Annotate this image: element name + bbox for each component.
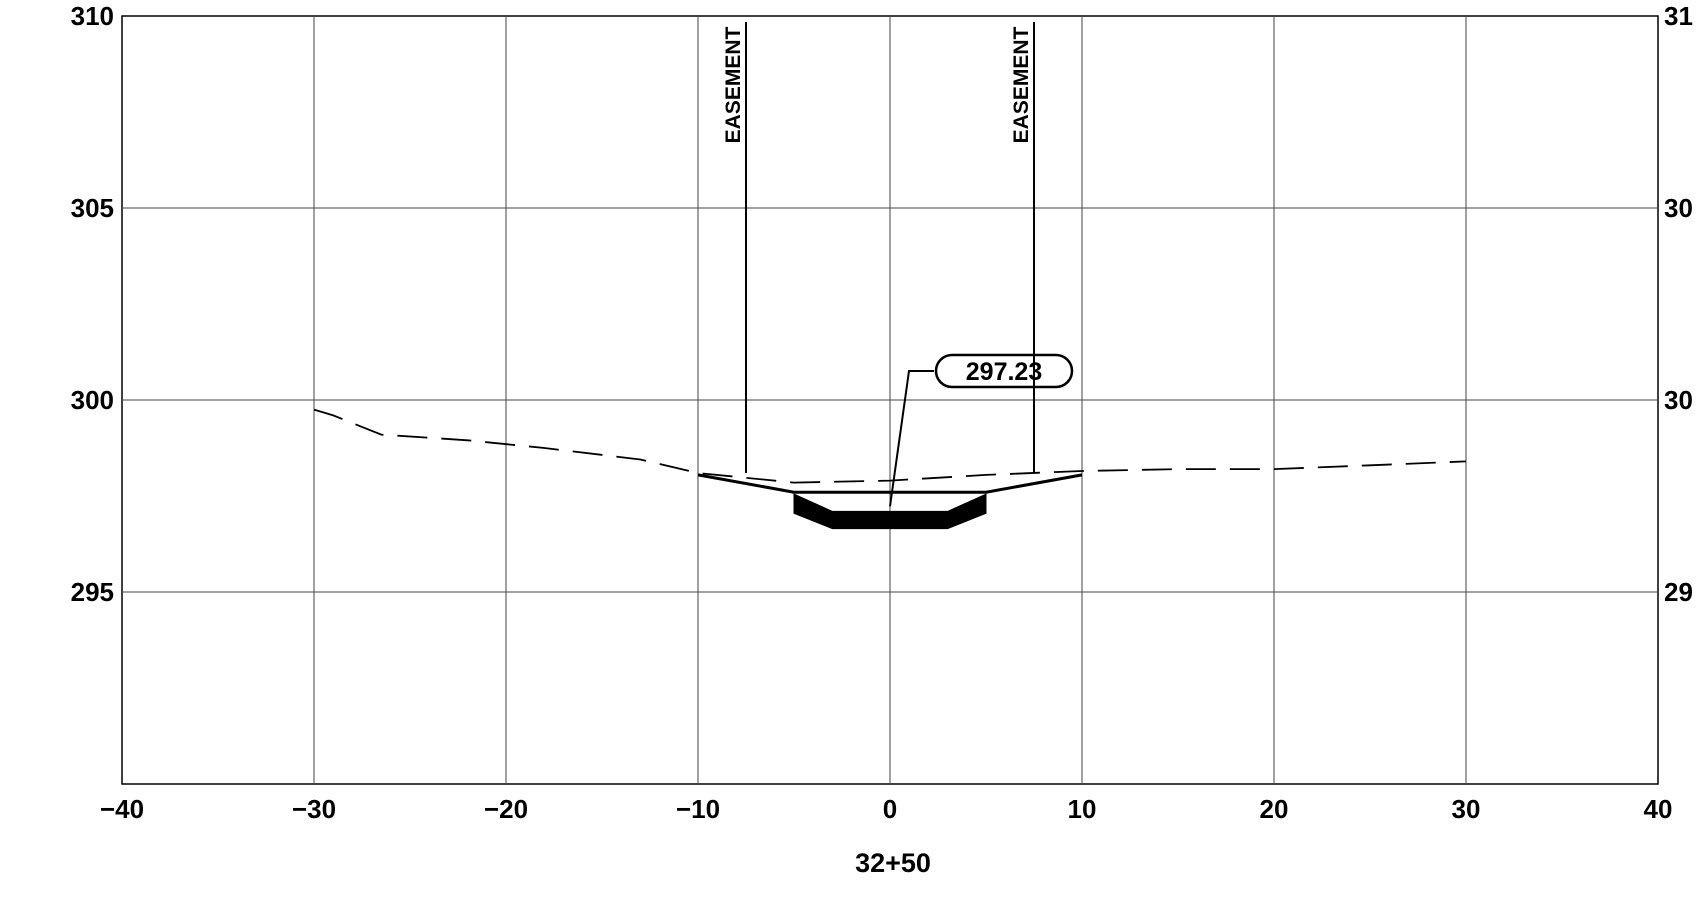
- tick-labels: −40 −30 −20 −10 0 10 20 30 40 295 29 300 30 305 30 310 3…: [71, 1, 1693, 824]
- y-tick-label-right: 29: [1664, 577, 1693, 607]
- x-tick-label: −10: [676, 794, 720, 824]
- callout-leader: [889, 370, 934, 507]
- x-tick-label: 20: [1260, 794, 1289, 824]
- easement-label: EASEMENT: [722, 26, 745, 143]
- y-tick-label-right: 30: [1664, 193, 1693, 223]
- profile-series: [313, 408, 1467, 530]
- y-tick-label-left: 295: [71, 577, 114, 607]
- y-tick-label-left: 305: [71, 193, 114, 223]
- proposed-channel-section: [793, 493, 987, 530]
- x-tick-label: 30: [1452, 794, 1481, 824]
- easement-label: EASEMENT: [1010, 26, 1033, 143]
- x-tick-label: −20: [484, 794, 528, 824]
- station-label: 32+50: [855, 848, 931, 878]
- y-tick-label-right: 31: [1664, 1, 1693, 31]
- grid: [121, 15, 1659, 785]
- annotations: 297.23 EASEMENT EASEMENT: [722, 22, 1074, 507]
- existing-ground-line: [313, 408, 1467, 484]
- y-tick-label-right: 30: [1664, 385, 1693, 415]
- x-tick-label: 10: [1068, 794, 1097, 824]
- x-tick-label: 0: [883, 794, 897, 824]
- elevation-callout: 297.23: [966, 358, 1042, 386]
- x-tick-label: 40: [1644, 794, 1673, 824]
- x-tick-label: −30: [292, 794, 336, 824]
- proposed-grade-line: [697, 473, 1083, 494]
- y-tick-label-left: 310: [71, 1, 114, 31]
- callout-box: [934, 353, 1074, 389]
- y-tick-label-left: 300: [71, 385, 114, 415]
- x-tick-label: −40: [100, 794, 144, 824]
